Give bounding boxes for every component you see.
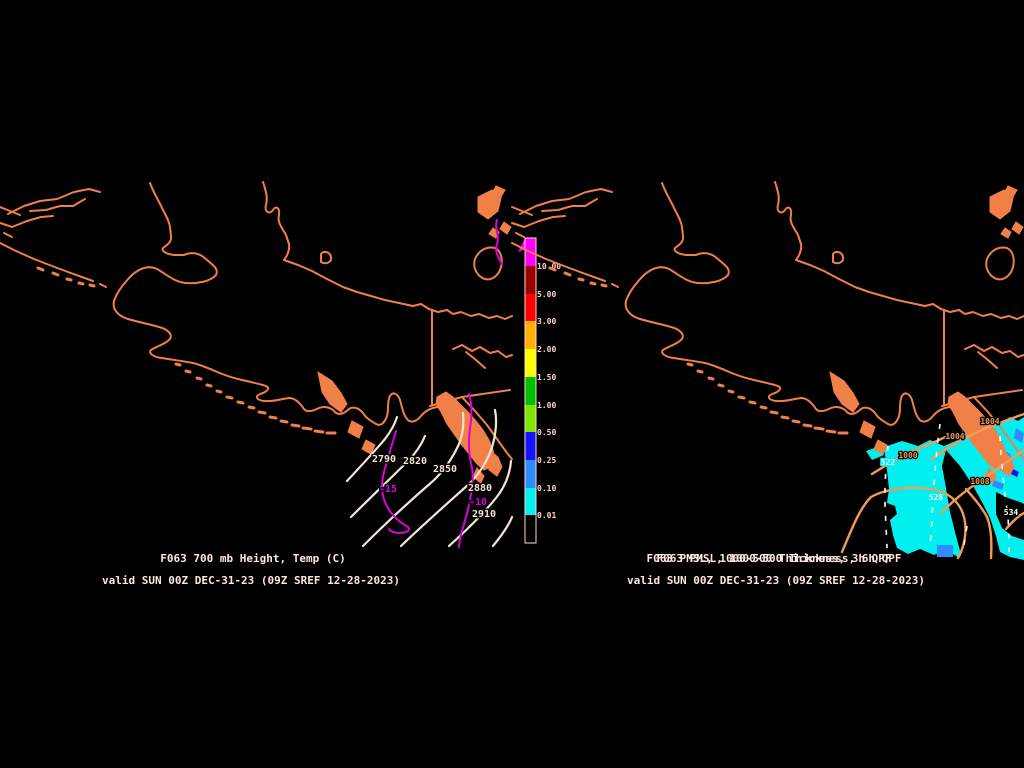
height-label: 2790: [372, 454, 396, 465]
colorbar-empty-segment: [525, 515, 536, 543]
colorbar-segment: [525, 377, 536, 405]
qpf-area-moderate: [1014, 428, 1024, 443]
qpf-colorbar: 10.00 5.00 3.00 2.00 1.50 1.00 0.50 0.25…: [518, 237, 561, 544]
colorbar-segment: [525, 349, 536, 377]
qpf-gap: [996, 492, 1024, 540]
qpf-gap: [942, 450, 1000, 558]
left-panel-title: F063 700 mb Height, Temp (C): [160, 552, 345, 565]
right-panel-title-layer-a: F063 PMSL, 1000-500 Thickness, 3h QPF: [646, 552, 891, 565]
temp-label: -15: [379, 484, 397, 495]
height-contours: [345, 408, 514, 548]
colorbar-segment: [525, 321, 536, 349]
left-panel-valid-line: valid SUN 00Z DEC-31-23 (09Z SREF 12-28-…: [102, 574, 400, 587]
colorbar-tick: 1.50: [537, 373, 556, 382]
colorbar-tick: 0.01: [537, 511, 556, 520]
thickness-label: 534: [1004, 508, 1019, 517]
mslp-label: 1000: [898, 451, 917, 460]
colorbar-segment: [525, 488, 536, 515]
right-panel-map: 1004 1004 1000 1008 522 528 534: [510, 180, 1024, 560]
colorbar-tick: 2.00: [537, 345, 556, 354]
mslp-label: 1008: [970, 477, 989, 486]
colorbar-segment: [525, 405, 536, 432]
qpf-area-heavy: [1011, 469, 1019, 477]
colorbar-segment: [525, 460, 536, 488]
qpf-area-moderate: [937, 545, 953, 557]
qpf-area-moderate: [992, 480, 1004, 490]
colorbar-tick: 5.00: [537, 290, 556, 299]
colorbar-tick: 0.10: [537, 484, 556, 493]
temp-label: -10: [469, 497, 487, 508]
thickness-contour-labels: 522 528 534: [880, 457, 1020, 519]
colorbar-border: [524, 237, 537, 544]
right-panel-title-layer-b: F063 PMSL, 1000-500 Thickness, 6h QPF: [656, 552, 901, 565]
height-label: 2880: [468, 483, 492, 494]
colorbar-tick: 1.00: [537, 401, 556, 410]
height-contour-labels: 2790 2820 2850 2880 2910: [370, 453, 497, 522]
thickness-label: 522: [881, 458, 896, 467]
colorbar-segment: [525, 432, 536, 460]
temperature-contours: [381, 219, 503, 548]
thickness-label: 528: [929, 493, 944, 502]
colorbar-tick: 0.25: [537, 456, 556, 465]
height-label: 2820: [403, 456, 427, 467]
mslp-isobars: [840, 412, 1024, 560]
colorbar-segment: [525, 294, 536, 321]
height-label: 2850: [433, 464, 457, 475]
mslp-label: 1004: [945, 432, 964, 441]
captions: F063 700 mb Height, Temp (C) valid SUN 0…: [102, 552, 925, 587]
temperature-contour-labels: -15 -10: [377, 483, 488, 510]
height-label: 2910: [472, 509, 496, 520]
colorbar-tick: 0.50: [537, 428, 556, 437]
colorbar-segment: [525, 266, 536, 294]
colorbar-tick: 3.00: [537, 317, 556, 326]
mslp-isobar-labels: 1004 1004 1000 1008: [897, 416, 1001, 488]
colorbar-tick: 10.00: [537, 262, 561, 271]
thickness-contours: [884, 423, 1010, 552]
left-panel-map: 2790 2820 2850 2880 2910 -15 -10: [0, 180, 514, 548]
right-panel-valid-line: valid SUN 00Z DEC-31-23 (09Z SREF 12-28-…: [627, 574, 925, 587]
mslp-label: 1004: [980, 417, 999, 426]
